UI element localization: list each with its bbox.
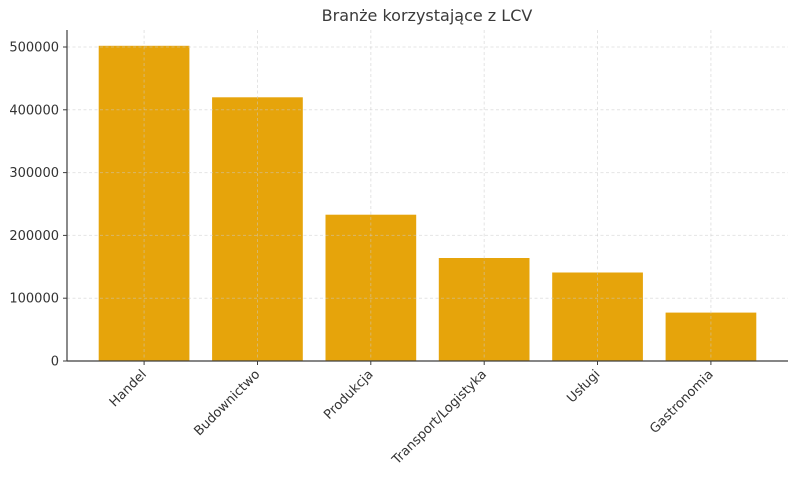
y-tick-label-2: 200000 <box>9 229 59 244</box>
y-tick-label-3: 300000 <box>9 166 59 181</box>
x-tick-label-5: Gastronomia <box>647 367 717 437</box>
chart-title: Branże korzystające z LCV <box>322 6 533 25</box>
x-tick-label-4: Usługi <box>564 367 603 406</box>
x-tick-label-0: Handel <box>107 367 150 410</box>
x-tick-label-3: Transport/Logistyka <box>389 367 490 468</box>
chart-root: 0 100000 200000 300000 400000 500000 Handel Bud… <box>9 30 788 468</box>
y-tick-label-4: 400000 <box>9 103 59 118</box>
y-tick-label-1: 100000 <box>9 292 59 307</box>
y-tick-label-5: 500000 <box>9 41 59 56</box>
bar-5 <box>665 312 757 361</box>
x-tick-label-1: Budownictwo <box>191 367 263 439</box>
y-tick-label-0: 0 <box>51 355 59 370</box>
x-tick-label-2: Produkcja <box>321 367 376 422</box>
